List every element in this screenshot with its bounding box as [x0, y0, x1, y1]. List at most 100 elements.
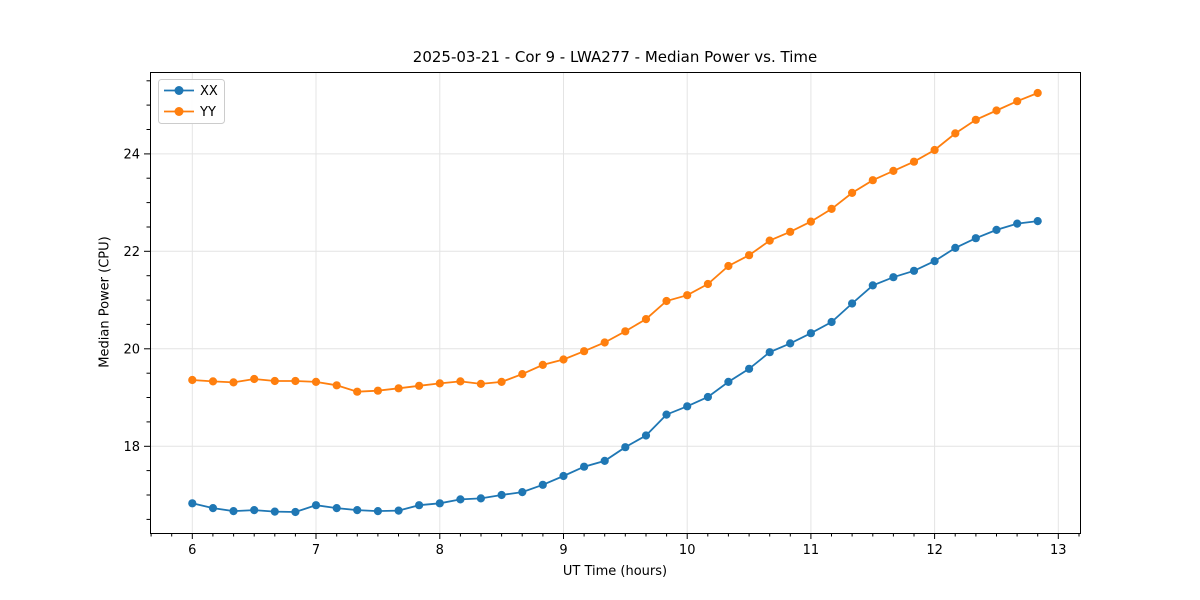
data-point-xx [311, 501, 321, 510]
data-point-xx [229, 507, 238, 516]
data-point-yy [373, 386, 382, 395]
data-point-xx [806, 329, 816, 338]
data-point-xx [1033, 217, 1042, 226]
data-point-xx [703, 392, 713, 402]
data-point-xx [497, 490, 506, 500]
data-point-xx [435, 499, 444, 508]
y-tick-label: 22 [123, 245, 140, 260]
data-point-yy [600, 338, 609, 347]
data-point-yy [848, 188, 857, 197]
data-point-yy [786, 227, 795, 236]
data-point-yy [580, 347, 589, 356]
data-point-yy [765, 236, 774, 245]
data-point-xx [724, 377, 733, 386]
data-point-xx [415, 501, 424, 510]
data-point-yy [188, 375, 197, 385]
data-point-xx [765, 348, 774, 357]
data-point-yy [703, 279, 713, 289]
data-point-yy [476, 379, 485, 388]
data-point-xx [827, 317, 836, 327]
legend-marker-yy [174, 107, 184, 116]
data-point-xx [868, 281, 877, 290]
x-tick-label: 9 [559, 543, 567, 558]
y-tick-label: 20 [123, 342, 140, 357]
x-tick-label: 8 [436, 543, 444, 558]
x-tick-label: 13 [1050, 543, 1067, 558]
y-tick-label: 18 [123, 440, 140, 455]
data-point-yy [868, 176, 877, 185]
data-point-yy [621, 327, 630, 336]
data-point-yy [683, 291, 692, 300]
axes-frame [150, 72, 1081, 534]
legend-label-yy: YY [199, 105, 216, 120]
data-point-yy [641, 315, 651, 324]
data-point-yy [745, 251, 754, 260]
gridlines [150, 72, 1080, 533]
data-point-xx [353, 506, 362, 515]
data-point-xx [786, 339, 795, 348]
data-point-yy [250, 374, 259, 384]
data-point-xx [992, 225, 1001, 234]
series-yy-markers [188, 88, 1042, 396]
data-point-xx [394, 506, 403, 515]
data-point-xx [332, 504, 341, 513]
data-point-yy [1013, 97, 1022, 106]
data-point-xx [683, 402, 692, 411]
data-point-yy [497, 377, 506, 386]
data-point-yy [456, 377, 465, 386]
data-point-yy [538, 360, 547, 369]
data-point-xx [600, 456, 609, 465]
data-point-xx [476, 494, 485, 503]
data-point-xx [250, 506, 259, 515]
data-point-xx [456, 495, 465, 504]
legend-marker-xx [174, 86, 184, 95]
data-point-xx [889, 273, 898, 282]
y-tick-label: 24 [123, 147, 140, 162]
chart-title: 2025-03-21 - Cor 9 - LWA277 - Median Pow… [412, 48, 818, 66]
data-point-xx [848, 299, 857, 308]
data-point-xx [208, 504, 218, 513]
series-xx-markers [188, 217, 1042, 517]
data-point-xx [909, 266, 919, 275]
x-tick-label: 12 [926, 543, 943, 558]
data-point-yy [559, 355, 568, 364]
axis-ticks [144, 80, 1080, 539]
data-point-xx [662, 410, 671, 419]
data-point-yy [394, 384, 403, 393]
x-tick-label: 6 [188, 543, 196, 558]
data-point-xx [270, 507, 279, 516]
data-point-yy [270, 376, 279, 386]
data-point-yy [909, 157, 919, 166]
legend: XX YY [158, 79, 225, 124]
data-point-yy [332, 381, 341, 390]
data-point-xx [930, 257, 939, 266]
data-point-yy [229, 378, 238, 387]
data-point-yy [208, 377, 218, 386]
data-point-yy [662, 296, 671, 306]
data-point-xx [188, 499, 197, 508]
data-point-yy [827, 204, 836, 213]
data-point-yy [353, 387, 362, 396]
data-point-xx [559, 471, 568, 481]
data-point-xx [373, 507, 382, 516]
data-point-yy [889, 166, 898, 175]
legend-label-xx: XX [200, 84, 218, 99]
data-point-yy [518, 370, 527, 379]
data-point-xx [971, 234, 980, 243]
data-point-xx [951, 243, 960, 252]
series-xx-line [192, 220, 1038, 513]
data-point-yy [724, 261, 733, 271]
series-yy-line [192, 92, 1039, 393]
x-axis-label: UT Time (hours) [562, 564, 668, 579]
data-point-yy [806, 217, 816, 226]
data-point-xx [518, 488, 527, 497]
data-point-yy [951, 129, 960, 138]
data-point-xx [621, 443, 630, 452]
x-tick-label: 7 [312, 543, 320, 558]
data-point-xx [580, 462, 589, 471]
data-point-yy [1033, 88, 1042, 98]
data-point-yy [291, 376, 300, 386]
data-point-yy [930, 145, 939, 155]
